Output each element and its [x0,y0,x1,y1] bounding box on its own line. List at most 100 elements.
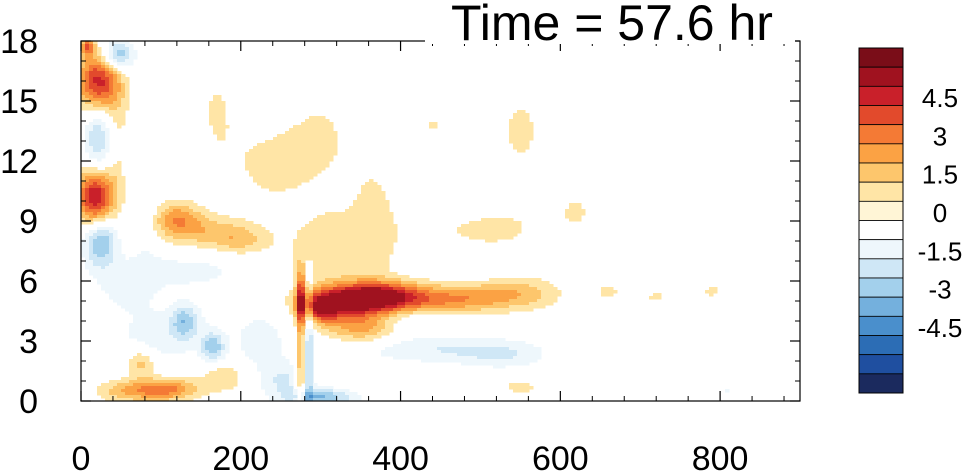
contour-cell [333,227,338,231]
contour-cell [261,332,266,336]
contour-cell [309,248,314,252]
contour-cell [281,149,286,153]
contour-cell [189,380,194,384]
contour-cell [193,209,198,213]
contour-cell [337,296,342,300]
contour-cell [265,392,270,396]
contour-cell [217,98,222,102]
contour-cell [237,251,242,255]
contour-cell [225,125,230,129]
contour-cell [385,314,390,318]
contour-cell [161,326,166,330]
contour-cell [469,305,474,309]
contour-cell [289,179,294,183]
contour-cell [105,182,110,186]
contour-cell [145,374,150,378]
contour-cell [89,122,94,126]
contour-cell [213,272,218,276]
contour-cell [653,293,658,297]
contour-cell [389,284,394,288]
contour-cell [321,137,326,141]
contour-cell [573,209,578,213]
contour-cell [245,152,250,156]
contour-cell [209,326,214,330]
contour-cell [297,302,302,306]
contour-cell [285,179,290,183]
contour-cell [393,227,398,231]
contour-cell [453,290,458,294]
contour-cell [221,383,226,387]
contour-cell [345,329,350,333]
contour-cell [269,380,274,384]
contour-cell [309,227,314,231]
contour-cell [457,344,462,348]
contour-cell [245,332,250,336]
contour-cell [357,335,362,339]
contour-cell [397,290,402,294]
contour-cell [201,392,206,396]
contour-cell [213,242,218,246]
contour-cell [461,230,466,234]
contour-cell [513,299,518,303]
contour-cell [213,335,218,339]
contour-cell [321,125,326,129]
contour-cell [249,329,254,333]
contour-cell [541,284,546,288]
contour-cell [297,335,302,339]
contour-cell [493,350,498,354]
contour-cell [321,302,326,306]
contour-cell [421,305,426,309]
contour-cell [345,212,350,216]
contour-cell [117,275,122,279]
contour-cell [377,281,382,285]
contour-cell [117,290,122,294]
contour-cell [89,134,94,138]
contour-cell [245,224,250,228]
contour-cell [129,47,134,51]
contour-cell [365,242,370,246]
contour-cell [345,215,350,219]
contour-cell [313,116,318,120]
contour-cell [113,71,118,75]
contour-cell [369,251,374,255]
contour-cell [85,80,90,84]
contour-cell [129,257,134,261]
contour-cell [269,353,274,357]
contour-cell [365,305,370,309]
contour-cell [385,350,390,354]
contour-cell [261,365,266,369]
contour-cell [101,215,106,219]
contour-cell [197,314,202,318]
contour-cell [129,365,134,369]
contour-cell [133,50,138,54]
contour-cell [253,329,258,333]
contour-cell [329,236,334,240]
contour-cell [321,326,326,330]
contour-cell [433,341,438,345]
contour-cell [137,362,142,366]
contour-cell [117,242,122,246]
contour-cell [109,74,114,78]
contour-cell [81,197,86,201]
contour-cell [241,230,246,234]
contour-cell [117,173,122,177]
contour-cell [193,212,198,216]
contour-cell [513,350,518,354]
contour-cell [93,173,98,177]
contour-cell [117,257,122,261]
contour-cell [329,392,334,396]
contour-cell [473,344,478,348]
contour-cell [185,224,190,228]
contour-cell [213,128,218,132]
contour-cell [321,143,326,147]
contour-cell [201,230,206,234]
contour-cell [313,239,318,243]
contour-cell [253,350,258,354]
contour-cell [305,122,310,126]
contour-cell [293,278,298,282]
contour-cell [245,326,250,330]
contour-cell [313,323,318,327]
contour-cell [361,218,366,222]
contour-cell [321,224,326,228]
contour-cell [285,176,290,180]
